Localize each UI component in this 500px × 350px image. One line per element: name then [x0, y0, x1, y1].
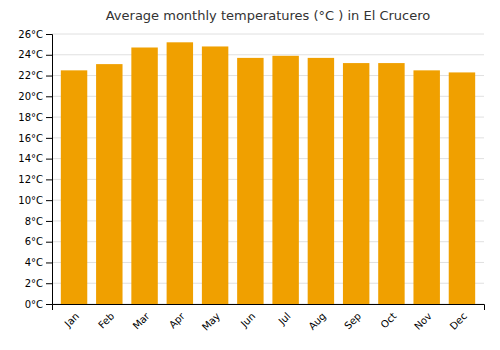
y-tick: 4°C [25, 257, 52, 268]
y-axis: 0°C 2°C 4°C 6°C 8°C 10°C 12°C 14°C 16°C 18°C 20°C 2… [18, 29, 52, 310]
y-tick: 24°C [18, 49, 52, 60]
x-tick-label: Jul [276, 310, 293, 327]
y-tick-label: 0°C [25, 299, 43, 310]
y-tick: 10°C [18, 195, 52, 206]
y-tick-mark [46, 179, 52, 180]
y-tick: 8°C [25, 216, 52, 227]
y-tick-mark [46, 283, 52, 284]
y-tick-label: 10°C [18, 195, 43, 206]
y-tick: 12°C [18, 174, 52, 185]
x-tick: May [200, 310, 222, 332]
grid [52, 34, 484, 304]
y-axis-line [46, 35, 53, 305]
bar [202, 46, 228, 304]
x-tick: Apr [167, 310, 188, 331]
bar [237, 58, 263, 304]
y-tick-mark [46, 76, 52, 77]
x-tick-label: Aug [306, 310, 328, 332]
y-tick-label: 6°C [25, 236, 43, 247]
bar [272, 56, 298, 304]
y-tick-label: 14°C [18, 153, 43, 164]
y-tick-label: 22°C [18, 70, 43, 81]
x-tick-label: Nov [412, 310, 434, 332]
y-tick-mark [46, 304, 52, 305]
y-tick: 6°C [25, 236, 52, 247]
y-tick-mark [46, 242, 52, 243]
x-tick: Jun [238, 310, 258, 330]
y-tick-mark [46, 55, 52, 56]
y-tick-mark [46, 221, 52, 222]
y-tick-mark [46, 34, 52, 35]
bar [378, 63, 404, 304]
y-tick: 0°C [25, 299, 52, 310]
y-tick-label: 16°C [18, 133, 43, 144]
y-tick-label: 2°C [25, 278, 43, 289]
x-tick-label: Oct [378, 310, 398, 330]
x-tick: Sep [342, 310, 363, 331]
bar [61, 70, 87, 304]
x-axis-line [53, 305, 485, 311]
y-tick-label: 26°C [18, 29, 43, 40]
x-tick-label: May [200, 310, 222, 332]
plot-area: 0°C 2°C 4°C 6°C 8°C 10°C 12°C 14°C 16°C 18°C 20°C 2… [18, 29, 484, 333]
x-tick-label: Sep [342, 310, 363, 331]
bar [167, 42, 193, 304]
y-tick: 16°C [18, 133, 52, 144]
x-tick-label: Mar [131, 310, 153, 332]
y-tick-mark [46, 117, 52, 118]
y-tick-label: 18°C [18, 112, 43, 123]
chart: 0°C 2°C 4°C 6°C 8°C 10°C 12°C 14°C 16°C 18°C 20°C 2… [0, 0, 500, 350]
bars [61, 42, 475, 304]
x-tick: Aug [306, 310, 328, 332]
y-tick-mark [46, 96, 52, 97]
y-tick-mark [46, 159, 52, 160]
x-axis: Jan Feb Mar Apr May Jun Jul Aug Sep Oct Nov Dec [53, 305, 485, 333]
grid-line [52, 34, 484, 35]
title: Average monthly temperatures (°C ) in El… [106, 8, 431, 23]
y-tick: 14°C [18, 153, 52, 164]
y-tick: 18°C [18, 112, 52, 123]
grid-line [52, 54, 484, 55]
bar [308, 58, 334, 304]
y-tick-mark [46, 200, 52, 201]
x-tick: Mar [131, 310, 153, 332]
x-tick-label: Jan [62, 310, 81, 329]
x-tick: Jan [62, 310, 81, 329]
bar [96, 64, 122, 304]
x-tick: Dec [448, 310, 469, 331]
y-tick-mark [46, 138, 52, 139]
x-tick-label: Apr [167, 310, 188, 331]
y-tick-mark [46, 262, 52, 263]
x-tick-label: Dec [448, 310, 469, 331]
x-tick: Nov [412, 310, 434, 332]
bar [131, 48, 157, 305]
x-tick: Feb [96, 310, 116, 330]
x-tick: Jul [276, 310, 293, 327]
x-tick: Oct [378, 310, 398, 330]
bar [343, 63, 369, 304]
y-tick-label: 8°C [25, 216, 43, 227]
y-tick: 2°C [25, 278, 52, 289]
y-tick: 22°C [18, 70, 52, 81]
x-tick-label: Jun [238, 310, 258, 330]
y-tick-label: 20°C [18, 91, 43, 102]
y-tick-label: 12°C [18, 174, 43, 185]
bar [413, 70, 439, 304]
y-tick-label: 4°C [25, 257, 43, 268]
x-tick-label: Feb [96, 310, 116, 330]
y-tick: 20°C [18, 91, 52, 102]
y-tick: 26°C [18, 29, 52, 40]
y-tick-label: 24°C [18, 49, 43, 60]
bar [449, 72, 475, 304]
